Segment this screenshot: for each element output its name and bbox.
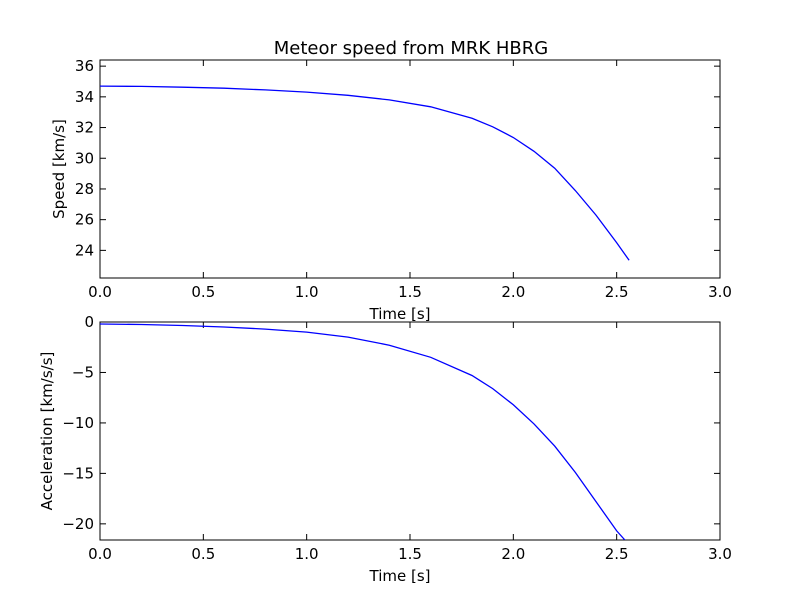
figure-title: Meteor speed from MRK HBRG [274, 38, 548, 59]
speed-ytick-label: 32 [75, 119, 94, 137]
accel-plot-frame [99, 321, 721, 541]
accel-series-line [100, 323, 626, 540]
speed-xtick-label: 2.0 [501, 283, 525, 301]
accel-xtick-label: 1.0 [295, 545, 319, 563]
speed-ytick-label: 28 [75, 180, 94, 198]
accel-xtick-label: 3.0 [708, 545, 732, 563]
accel-xtick-label: 2.5 [605, 545, 629, 563]
accel-ytick-label: −15 [62, 464, 94, 482]
accel-xtick-label: 2.0 [501, 545, 525, 563]
accel-xtick-label: 0.0 [88, 545, 112, 563]
accel-ytick-label: 0 [84, 313, 94, 331]
accel-y-axis-label: Acceleration [km/s/s] [38, 352, 56, 511]
speed-series-line [100, 85, 630, 261]
speed-ytick-label: 36 [75, 57, 94, 75]
accel-xtick-label: 1.5 [398, 545, 422, 563]
speed-x-axis-label: Time [s] [369, 305, 431, 323]
speed-ytick-label: 24 [75, 241, 94, 259]
accel-x-axis-label: Time [s] [369, 567, 431, 585]
speed-xtick-label: 0.0 [88, 283, 112, 301]
speed-xtick-label: 1.5 [398, 283, 422, 301]
speed-ytick-label: 30 [75, 149, 94, 167]
speed-ytick-label: 26 [75, 211, 94, 229]
accel-ytick-label: −20 [62, 515, 94, 533]
accel-ytick-label: −10 [62, 414, 94, 432]
accel-ytick-label: −5 [72, 363, 94, 381]
accel-xtick-label: 0.5 [191, 545, 215, 563]
speed-y-axis-label: Speed [km/s] [50, 119, 68, 219]
speed-plot-frame [99, 59, 721, 279]
speed-xtick-label: 1.0 [295, 283, 319, 301]
speed-ytick-label: 34 [75, 88, 94, 106]
speed-xtick-label: 0.5 [191, 283, 215, 301]
speed-xtick-label: 3.0 [708, 283, 732, 301]
speed-xtick-label: 2.5 [605, 283, 629, 301]
